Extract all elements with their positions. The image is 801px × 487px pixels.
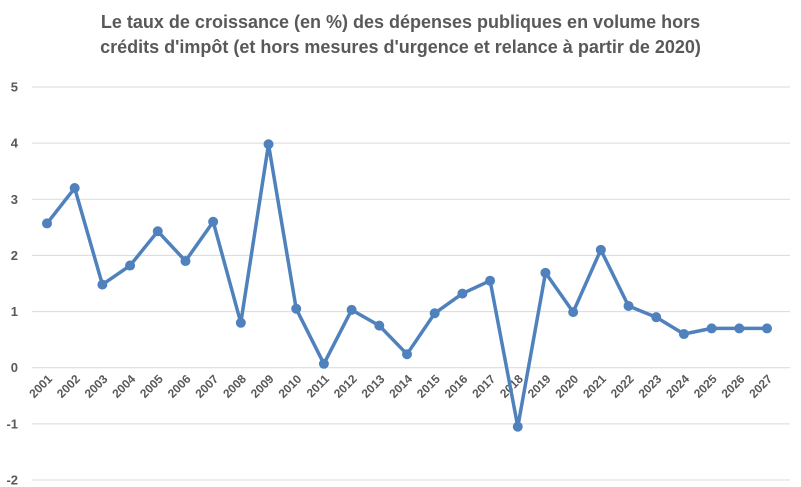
x-tick-label: 2026: [719, 372, 748, 401]
x-tick-label: 2011: [304, 372, 333, 401]
x-tick-label: 2024: [663, 372, 692, 401]
data-point: [374, 320, 385, 331]
chart-title-line-1: Le taux de croissance (en %) des dépense…: [100, 12, 701, 32]
x-tick-label: 2022: [608, 372, 637, 401]
x-tick-label: 2016: [442, 372, 471, 401]
y-tick-label: -2: [6, 473, 18, 487]
x-tick-label: 2008: [220, 372, 249, 401]
x-tick-label: 2007: [192, 372, 221, 401]
x-tick-label: 2025: [691, 372, 720, 401]
data-point: [429, 308, 440, 319]
data-point: [485, 275, 496, 286]
data-point: [457, 288, 468, 299]
data-point: [651, 312, 662, 323]
data-point: [706, 323, 717, 334]
x-tick-label: 2012: [331, 372, 360, 401]
y-tick-label: 3: [11, 192, 18, 207]
data-point: [208, 216, 219, 227]
x-tick-label: 2015: [414, 372, 443, 401]
x-tick-label: 2014: [386, 372, 415, 401]
x-tick-label: 2013: [359, 372, 388, 401]
chart-title-line-2: crédits d'impôt (et hors mesures d'urgen…: [100, 37, 701, 57]
data-point: [512, 421, 523, 432]
x-tick-label: 2001: [26, 372, 55, 401]
data-point: [291, 303, 302, 314]
y-tick-label: 0: [11, 360, 18, 375]
y-tick-label: 4: [11, 136, 19, 151]
y-tick-label: -1: [6, 416, 18, 431]
data-point: [623, 300, 634, 311]
data-point: [97, 279, 108, 290]
y-tick-label: 2: [11, 248, 18, 263]
data-point: [595, 244, 606, 255]
data-point: [263, 139, 274, 150]
data-point: [318, 358, 329, 369]
data-point: [346, 304, 357, 315]
x-tick-label: 2009: [248, 372, 277, 401]
data-point: [152, 226, 163, 237]
data-point: [568, 307, 579, 318]
x-tick-label: 2021: [580, 372, 609, 401]
data-point: [180, 256, 191, 267]
data-point: [734, 323, 745, 334]
y-tick-label: 5: [11, 80, 18, 95]
x-tick-label: 2027: [746, 372, 775, 401]
data-point: [402, 349, 412, 360]
data-point: [540, 267, 551, 278]
x-tick-label: 2002: [54, 372, 83, 401]
x-tick-label: 2017: [469, 372, 498, 401]
x-tick-label: 2010: [276, 372, 305, 401]
chart-title: Le taux de croissance (en %) des dépense…: [0, 10, 801, 60]
x-tick-label: 2004: [109, 372, 138, 401]
x-tick-label: 2023: [636, 372, 665, 401]
y-tick-label: 1: [11, 304, 18, 319]
data-point: [678, 329, 689, 340]
data-point: [69, 183, 80, 194]
x-tick-label: 2006: [165, 372, 194, 401]
data-point: [42, 218, 52, 229]
x-tick-label: 2005: [137, 372, 166, 401]
data-point: [762, 323, 772, 334]
data-point: [235, 317, 246, 328]
x-tick-label: 2020: [552, 372, 581, 401]
data-point: [125, 260, 136, 271]
x-tick-label: 2003: [82, 372, 111, 401]
x-tick-label: 2019: [525, 372, 554, 401]
